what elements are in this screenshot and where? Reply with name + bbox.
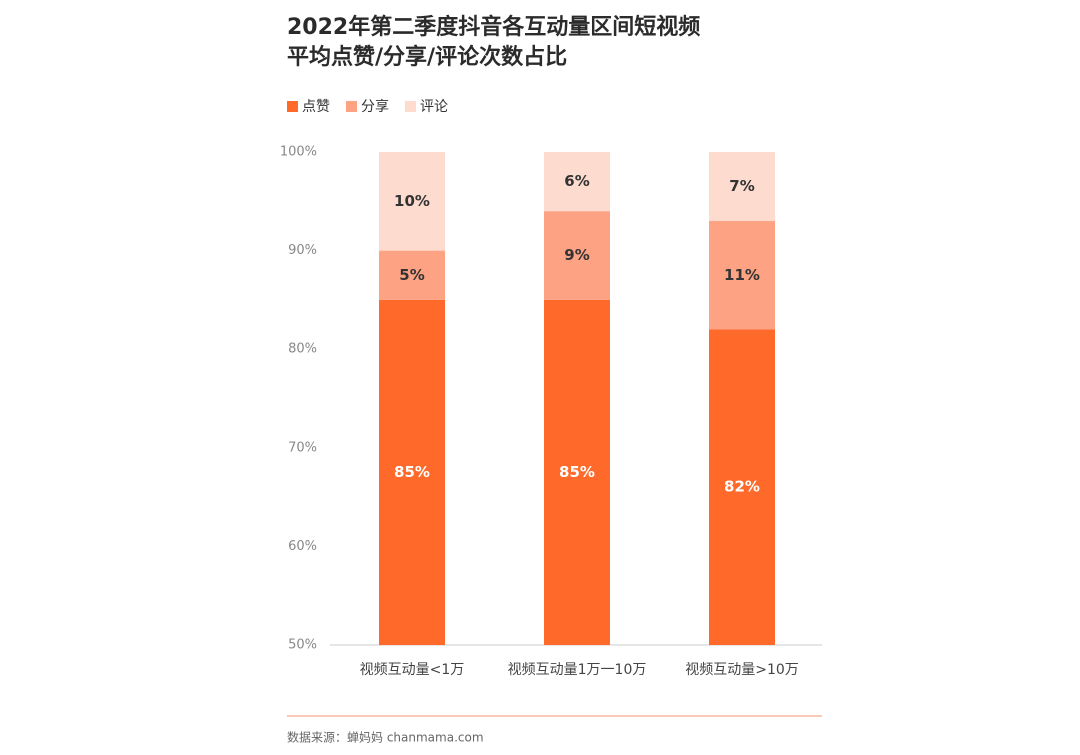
data-label: 9% [564, 246, 589, 264]
data-label: 10% [394, 192, 430, 210]
x-tick-label: 视频互动量<1万 [360, 662, 465, 678]
data-label: 11% [724, 266, 760, 284]
bar-segment [379, 152, 445, 251]
legend-label: 点赞 [302, 99, 330, 115]
chart-title: 2022年第二季度抖音各互动量区间短视频 [287, 14, 700, 40]
data-label: 6% [564, 172, 589, 190]
bar-segment [379, 250, 445, 300]
bar-segment [544, 152, 610, 212]
data-label: 7% [729, 177, 754, 195]
x-tick-label: 视频互动量>10万 [685, 662, 799, 678]
y-tick-label: 90% [288, 243, 317, 258]
legend-swatch [287, 101, 298, 112]
y-tick-label: 60% [288, 539, 317, 554]
y-tick-label: 80% [288, 342, 317, 357]
legend-swatch [405, 101, 416, 112]
legend-label: 分享 [361, 98, 389, 115]
bar-segment [544, 211, 610, 300]
bar-segment [544, 299, 610, 645]
chart-title: 平均点赞/分享/评论次数占比 [287, 44, 567, 70]
legend-label: 评论 [420, 99, 448, 115]
y-tick-label: 50% [288, 638, 317, 653]
bar-segment [709, 152, 775, 222]
data-label: 85% [559, 463, 595, 481]
data-label: 85% [394, 463, 430, 481]
bar-segment [709, 221, 775, 330]
data-label: 82% [724, 478, 760, 496]
y-tick-label: 100% [280, 145, 317, 160]
x-tick-label: 视频互动量1万一10万 [508, 662, 647, 678]
source-note: 数据来源：蝉妈妈 chanmama.com [287, 730, 484, 745]
y-tick-label: 70% [288, 440, 317, 455]
bar-segment [379, 299, 445, 645]
legend-swatch [346, 101, 357, 112]
bar-segment [709, 329, 775, 645]
data-label: 5% [399, 266, 424, 284]
